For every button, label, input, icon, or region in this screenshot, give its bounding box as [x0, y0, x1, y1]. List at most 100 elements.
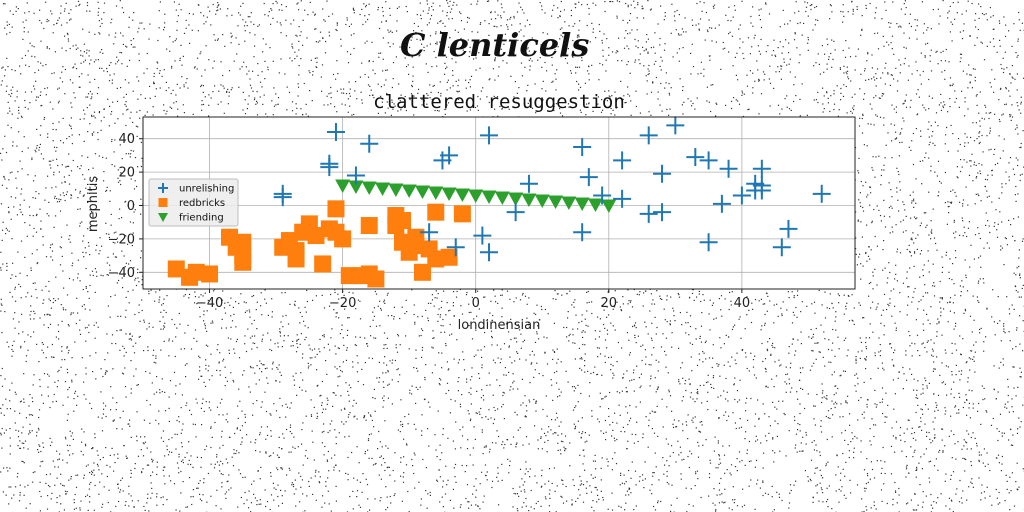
plot-area [143, 117, 855, 289]
redbricks-point [314, 255, 332, 273]
series-redbricks [167, 200, 471, 288]
unrelishing-point [420, 223, 439, 242]
friending-point [335, 179, 351, 193]
friending-point [401, 184, 417, 198]
legend-label-friending: friending [179, 213, 224, 224]
friending-point [534, 194, 550, 208]
redbricks-point [427, 203, 445, 221]
unrelishing-point [613, 189, 632, 208]
y-axis-label: mephitis [86, 176, 101, 232]
friending-point [388, 183, 404, 197]
unrelishing-point [519, 174, 538, 193]
redbricks-point [334, 230, 352, 248]
unrelishing-point [446, 238, 465, 257]
unrelishing-point [506, 203, 525, 222]
unrelishing-point [772, 238, 791, 257]
unrelishing-point [480, 243, 499, 262]
redbricks-point [327, 200, 345, 218]
legend-marker-friending [158, 213, 168, 222]
data-marks [167, 116, 831, 288]
friending-point [587, 198, 603, 213]
unrelishing-point [613, 151, 632, 170]
plot-frame [142, 116, 856, 290]
unrelishing-point [480, 126, 499, 145]
friending-point [508, 192, 524, 206]
legend: unrelishing redbricks friending [148, 178, 239, 227]
friending-point [441, 187, 457, 201]
unrelishing-point [360, 134, 379, 153]
redbricks-point [167, 260, 185, 278]
unrelishing-point [573, 138, 592, 157]
unrelishing-point [473, 226, 492, 245]
unrelishing-point [719, 159, 738, 178]
unrelishing-point [320, 158, 339, 177]
figure-suptitle: C lenticels [400, 26, 590, 64]
redbricks-point [367, 270, 385, 288]
friending-point [428, 186, 444, 200]
redbricks-point [201, 265, 219, 283]
y-tick-label: 20 [118, 166, 135, 181]
unrelishing-point [273, 184, 292, 203]
y-tick-label: 0 [127, 199, 135, 214]
friending-point [494, 191, 510, 205]
redbricks-point [394, 212, 412, 230]
x-tick-label: 20 [601, 296, 618, 311]
unrelishing-point [699, 151, 718, 170]
friending-point [375, 182, 391, 196]
legend-label-unrelishing: unrelishing [179, 184, 234, 195]
unrelishing-point [732, 186, 751, 205]
unrelishing-point [326, 123, 345, 142]
unrelishing-point [653, 203, 672, 222]
friending-point [481, 190, 497, 204]
unrelishing-point [686, 148, 705, 167]
legend-marker-unrelishing [158, 183, 168, 193]
x-axis-label: londinensian [458, 318, 541, 333]
y-tick-label: −20 [108, 232, 135, 247]
friending-point [548, 195, 564, 209]
unrelishing-point [812, 184, 831, 203]
unrelishing-point [752, 176, 771, 195]
friending-point [601, 199, 617, 214]
unrelishing-point [712, 194, 731, 213]
redbricks-point [287, 250, 305, 268]
redbricks-point [413, 263, 431, 281]
unrelishing-point [579, 168, 598, 187]
redbricks-point [307, 227, 325, 245]
x-tick-label: −40 [196, 296, 223, 311]
redbricks-point [340, 267, 358, 285]
redbricks-point [453, 205, 471, 223]
friending-point [468, 189, 484, 203]
unrelishing-point [653, 164, 672, 183]
friending-point [361, 181, 377, 195]
redbricks-point [440, 248, 458, 266]
legend-marker-redbricks [158, 198, 168, 207]
friending-point [561, 196, 577, 210]
chart-title: clattered resuggestion [373, 91, 625, 113]
redbricks-point [234, 233, 252, 251]
y-tick-label: −40 [108, 266, 135, 281]
y-axis-ticks: −40 −20 0 20 40 [108, 132, 143, 281]
redbricks-point [187, 263, 205, 281]
redbricks-point [407, 237, 425, 255]
redbricks-point [360, 217, 378, 235]
unrelishing-point [639, 126, 658, 145]
friending-point [574, 197, 590, 212]
series-unrelishing [273, 116, 831, 262]
y-tick-label: 40 [118, 132, 135, 147]
legend-box [148, 178, 239, 227]
unrelishing-point [639, 204, 658, 223]
unrelishing-point [593, 186, 612, 205]
unrelishing-point [440, 146, 459, 165]
x-tick-label: 40 [734, 296, 751, 311]
friending-point [348, 180, 364, 194]
friending-point [414, 185, 430, 199]
x-axis-ticks: −40 −20 0 20 40 [196, 289, 750, 311]
friending-point [521, 193, 537, 207]
legend-label-redbricks: redbricks [179, 198, 225, 209]
unrelishing-point [346, 166, 365, 185]
series-friending [335, 179, 617, 214]
unrelishing-point [666, 116, 685, 135]
x-tick-label: 0 [472, 296, 480, 311]
unrelishing-point [752, 159, 771, 178]
